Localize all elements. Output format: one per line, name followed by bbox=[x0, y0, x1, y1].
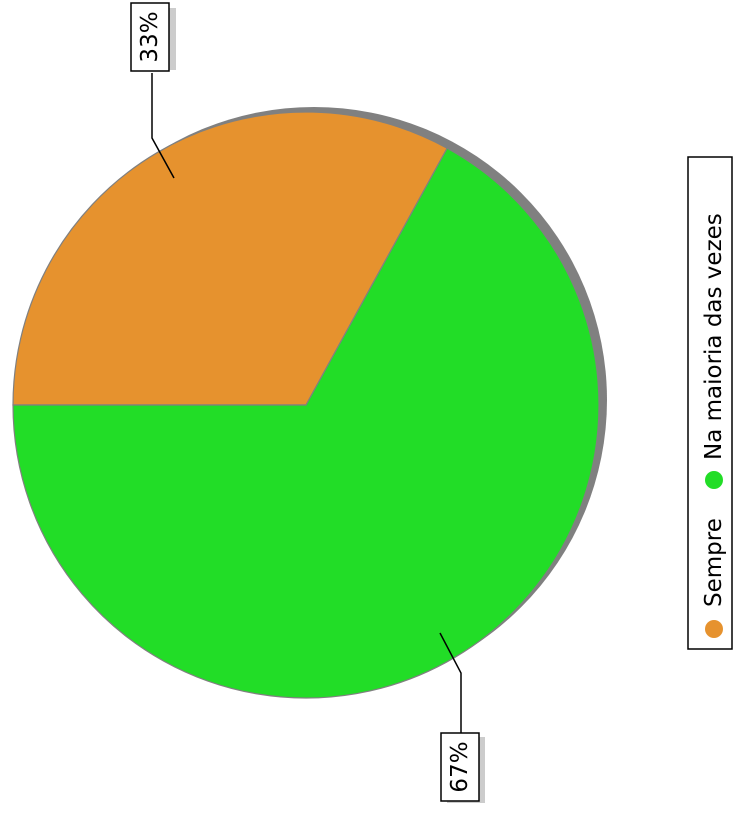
legend: Sempre Na maioria das vezes bbox=[687, 156, 733, 650]
leader-line-sempre bbox=[151, 73, 175, 179]
legend-box bbox=[687, 156, 733, 650]
pie-slices bbox=[12, 111, 600, 699]
legend-marker-sempre bbox=[705, 620, 723, 638]
data-label-sempre-text: 33% bbox=[137, 11, 163, 62]
pie-slice-sempre bbox=[12, 111, 448, 406]
leader-line-na-maioria bbox=[439, 632, 462, 736]
pie-slice-na-maioria-das-vezes bbox=[12, 147, 600, 699]
data-label-na-maioria: 67% bbox=[440, 732, 485, 803]
legend-marker-na-maioria bbox=[705, 471, 723, 489]
data-label-sempre: 33% bbox=[130, 2, 176, 72]
legend-label-na-maioria: Na maioria das vezes bbox=[701, 213, 727, 460]
legend-label-sempre: Sempre bbox=[701, 518, 727, 607]
data-label-na-maioria-text: 67% bbox=[447, 741, 473, 792]
